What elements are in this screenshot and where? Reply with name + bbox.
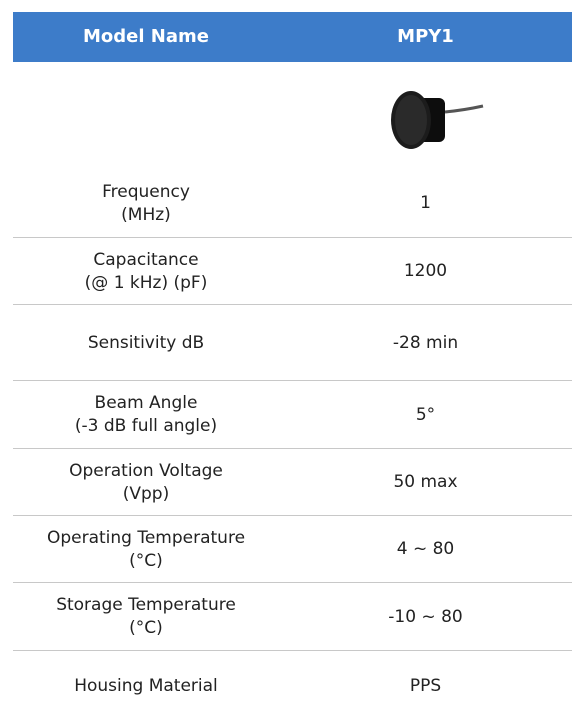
spec-value: 1200 (403, 261, 448, 281)
header-model: MPY1 (397, 26, 454, 47)
label-line: Housing Material (74, 675, 218, 696)
table-row: Capacitance (@ 1 kHz) (pF) 1200 (13, 237, 572, 305)
spec-value: 50 max (393, 472, 458, 492)
spec-label: Storage Temperature (°C) (13, 583, 279, 651)
spec-value: 5° (415, 404, 436, 425)
spec-value: 4 ~ 80 (396, 539, 455, 559)
spec-label: Housing Material (13, 651, 279, 721)
table-row: Frequency (MHz) 1 (13, 170, 572, 237)
table-row: Housing Material PPS (13, 650, 572, 721)
label-line: Sensitivity dB (87, 332, 205, 353)
label-line: Frequency (102, 181, 190, 202)
spec-label: Capacitance (@ 1 kHz) (pF) (13, 238, 279, 305)
label-line: Operating Temperature (46, 527, 246, 548)
table-row: Operating Temperature (°C) 4 ~ 80 (13, 515, 572, 583)
spec-label: Frequency (MHz) (13, 170, 279, 237)
header-label: Model Name (83, 26, 209, 47)
label-line: Beam Angle (94, 393, 198, 413)
spec-label: Beam Angle (-3 dB full angle) (13, 381, 279, 449)
spec-label: Operation Voltage (Vpp) (13, 449, 279, 516)
table-row: Storage Temperature (°C) -10 ~ 80 (13, 582, 572, 651)
label-line: (-3 dB full angle) (74, 416, 218, 436)
label-line: (Vpp) (122, 483, 170, 504)
spec-label: Sensitivity dB (13, 305, 279, 381)
spec-label: Operating Temperature (°C) (13, 516, 279, 583)
label-line: Operation Voltage (69, 460, 223, 481)
product-image (391, 91, 484, 149)
label-line: (°C) (129, 550, 163, 571)
label-line: (°C) (129, 618, 163, 638)
table-row: Sensitivity dB -28 min (13, 304, 572, 381)
table-row: Beam Angle (-3 dB full angle) 5° (13, 380, 572, 449)
spec-value: -28 min (392, 332, 459, 353)
label-line: (MHz) (121, 204, 171, 225)
spec-value: PPS (409, 675, 442, 696)
table-row: Operation Voltage (Vpp) 50 max (13, 448, 572, 516)
label-line: Capacitance (93, 249, 199, 270)
spec-value: 1 (420, 193, 431, 213)
label-line: Storage Temperature (56, 595, 236, 615)
label-line: (@ 1 kHz) (pF) (84, 272, 208, 293)
table-header: Model Name MPY1 (13, 12, 572, 62)
spec-value: -10 ~ 80 (388, 606, 463, 627)
